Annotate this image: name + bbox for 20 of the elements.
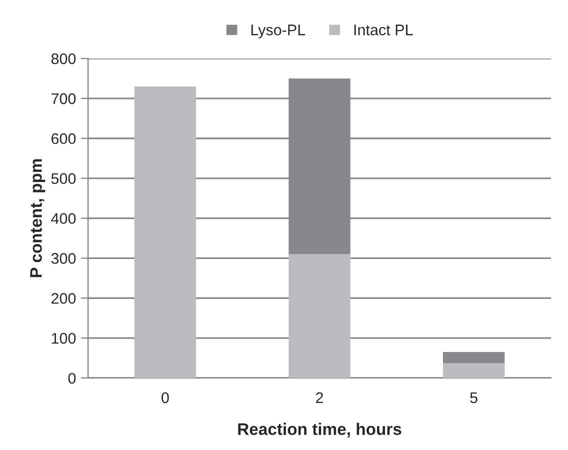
- x-tick-label: 2: [316, 392, 323, 403]
- y-tick-label: 800: [51, 53, 76, 64]
- bar: [442, 352, 505, 364]
- bar: [288, 254, 350, 378]
- y-tick-label: 400: [51, 213, 76, 224]
- legend-label: Intact PL: [354, 24, 413, 36]
- y-tick-label: 200: [52, 292, 76, 304]
- y-axis-title: P content, ppm: [30, 159, 46, 278]
- y-tick-label: 700: [52, 93, 76, 104]
- y-tick-label: 100: [52, 332, 76, 344]
- bar: [442, 363, 505, 378]
- y-tick-label: 500: [51, 173, 76, 184]
- y-tick-label: 600: [52, 133, 76, 144]
- legend-label: Lyso-PL: [251, 24, 306, 38]
- x-tick-label: 5: [470, 392, 478, 404]
- x-axis-title: Reaction time, hours: [238, 422, 402, 438]
- y-tick-label: 0: [68, 372, 76, 384]
- y-tick-label: 300: [51, 253, 76, 264]
- x-tick-label: 0: [162, 392, 169, 404]
- bar: [134, 86, 196, 378]
